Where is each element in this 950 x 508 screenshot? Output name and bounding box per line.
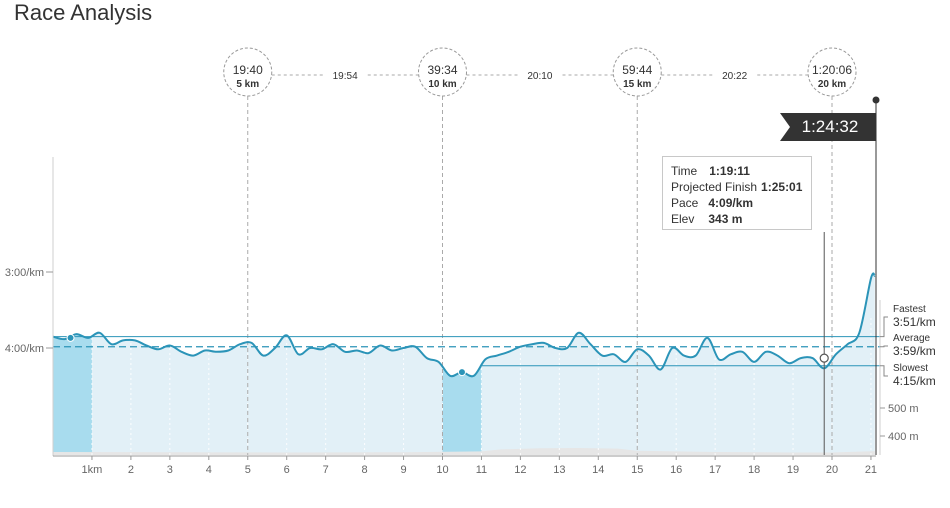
cursor-point: [819, 353, 829, 363]
x-tick-label-1: 1km: [82, 464, 103, 476]
average-marker-value: 3:59/km: [893, 344, 936, 358]
x-tick-label-5: 5: [245, 464, 251, 476]
tooltip-elev-value: 343 m: [708, 212, 743, 226]
x-tick-label-8: 8: [362, 464, 368, 476]
split-distance-20: 20 km: [818, 79, 846, 90]
tooltip-projected-label: Projected Finish: [671, 180, 758, 194]
split-time-15: 59:44: [622, 63, 652, 77]
pace-tick-label-1: 4:00/km: [5, 343, 44, 355]
split-time-10: 39:34: [427, 63, 457, 77]
x-tick-label-16: 16: [670, 464, 682, 476]
segment-label-bg-0: [323, 68, 368, 82]
x-tick-label-14: 14: [592, 464, 604, 476]
fastest-marker-label: Fastest: [893, 304, 926, 315]
x-tick-label-18: 18: [748, 464, 760, 476]
tooltip-time-value: 1:19:11: [709, 164, 750, 178]
tooltip-pace-value: 4:09/km: [708, 196, 754, 210]
pace-line: [52, 272, 876, 378]
x-tick-label-15: 15: [631, 464, 643, 476]
finish-flag: [780, 113, 876, 141]
segment-label-bg-2: [712, 68, 757, 82]
slowest-marker-bracket: [880, 365, 888, 377]
fastest-marker-value: 3:51/km: [893, 315, 936, 329]
x-tick-label-6: 6: [284, 464, 290, 476]
tooltip-time-label: Time: [671, 164, 698, 178]
finish-pole-top: [872, 96, 880, 104]
elev-tick-label-1: 400 m: [888, 431, 919, 443]
split-circle-20: [807, 47, 857, 97]
x-tick-label-17: 17: [709, 464, 721, 476]
slowest-marker-label: Slowest: [893, 363, 928, 374]
x-tick-label-3: 3: [167, 464, 173, 476]
average-marker-bracket: [880, 345, 888, 348]
x-tick-label-9: 9: [400, 464, 406, 476]
split-time-20: 1:20:06: [812, 63, 852, 77]
split-distance-15: 15 km: [623, 79, 651, 90]
segment-time-2: 20:22: [722, 71, 747, 82]
split-distance-10: 10 km: [428, 79, 456, 90]
x-tick-label-10: 10: [436, 464, 448, 476]
segment-time-0: 19:54: [333, 71, 358, 82]
slowest-marker-value: 4:15/km: [893, 374, 936, 388]
x-tick-label-2: 2: [128, 464, 134, 476]
elev-tick-label-0: 500 m: [888, 403, 919, 415]
segment-label-bg-1: [517, 68, 562, 82]
x-tick-label-4: 4: [206, 464, 212, 476]
x-tick-label-19: 19: [787, 464, 799, 476]
pace-tick-label-0: 3:00/km: [5, 267, 44, 279]
highlight-km-1: [442, 273, 482, 455]
average-marker-label: Average: [893, 333, 931, 344]
x-tick-label-12: 12: [514, 464, 526, 476]
tooltip-pace-label: Pace: [671, 196, 699, 210]
tooltip-projected-value: 1:25:01: [761, 180, 803, 194]
x-tick-label-20: 20: [826, 464, 838, 476]
split-circle-15: [612, 47, 662, 97]
fastest-marker-bracket: [880, 316, 888, 338]
split-circle-10: [418, 47, 467, 97]
pace-area-fill: [53, 273, 875, 455]
hover-tooltip: Time 1:19:11 Projected Finish 1:25:01 Pace…: [662, 156, 812, 230]
highlight-km-0: [53, 273, 92, 455]
slowest-point: [457, 368, 466, 377]
split-time-5: 19:40: [233, 63, 263, 77]
segment-time-1: 20:10: [527, 71, 552, 82]
x-tick-label-7: 7: [323, 464, 329, 476]
split-distance-5: 5 km: [236, 79, 259, 90]
page-title: Race Analysis: [14, 0, 153, 25]
split-circle-5: [223, 47, 273, 97]
fastest-point: [66, 333, 75, 342]
x-tick-label-21: 21: [865, 464, 877, 476]
x-tick-label-13: 13: [553, 464, 565, 476]
finish-time-label: 1:24:32: [801, 117, 859, 136]
x-tick-label-11: 11: [476, 464, 487, 476]
tooltip-elev-label: Elev: [671, 212, 695, 226]
elevation-area: [53, 448, 875, 455]
